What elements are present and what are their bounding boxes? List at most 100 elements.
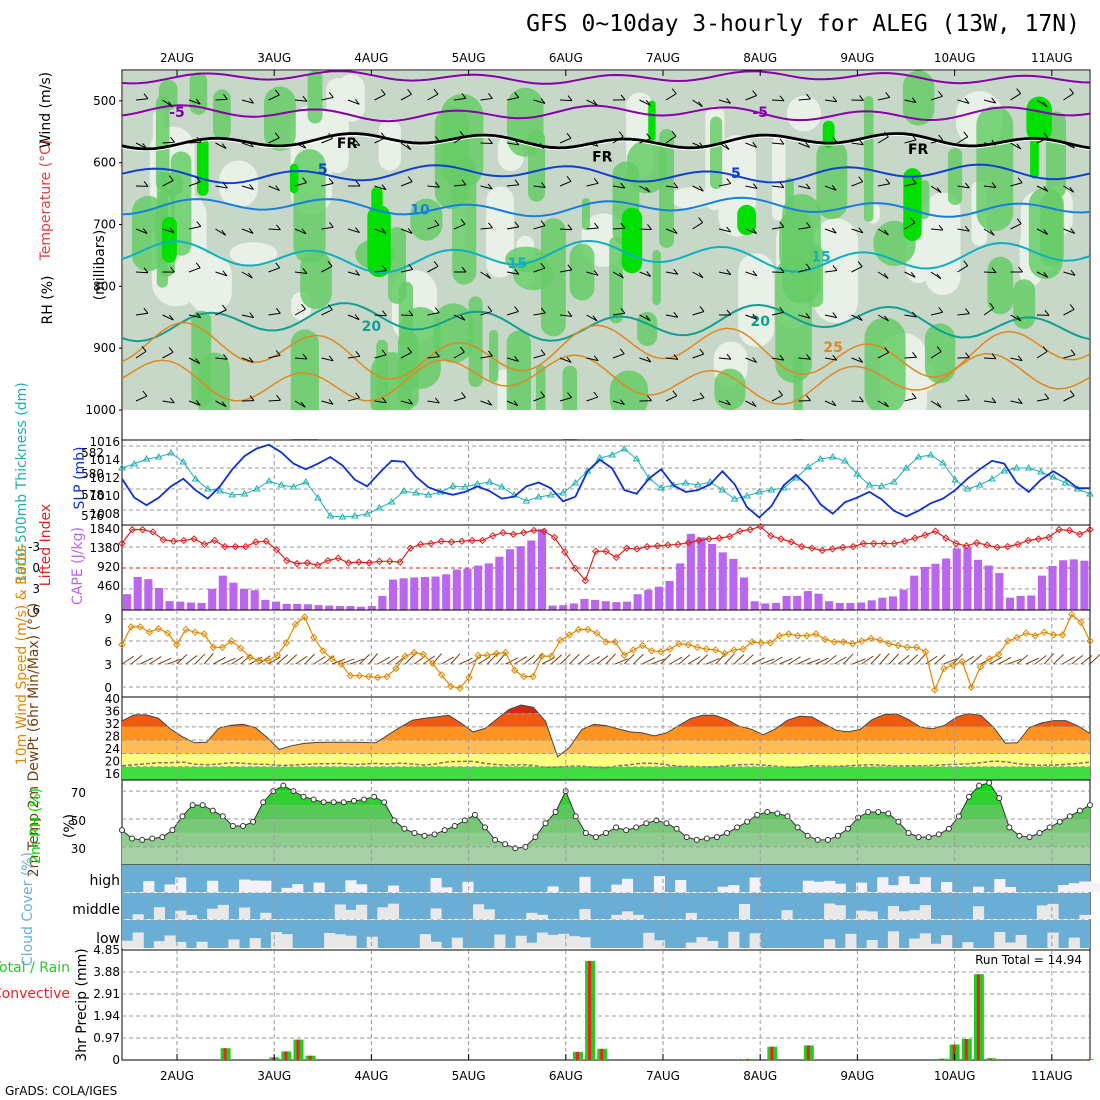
wind-barb xyxy=(824,185,837,191)
wind-barb xyxy=(374,270,387,273)
wind-barb-feather xyxy=(301,142,307,149)
wind-barb-feather xyxy=(698,217,704,223)
date-label-bottom: 11AUG xyxy=(1031,1069,1073,1083)
cloud-clear-bar xyxy=(898,876,910,892)
wind10m-barb xyxy=(696,654,709,665)
pressure-tick-label: 700 xyxy=(93,218,116,232)
wind-barb-feather xyxy=(142,228,148,234)
wind10m-marker xyxy=(173,640,181,649)
wind-barb xyxy=(904,222,916,230)
wind-barb xyxy=(612,185,625,189)
rh-moist-area xyxy=(919,180,930,220)
date-label-bottom: 6AUG xyxy=(549,1069,583,1083)
cloud-clear-bar xyxy=(707,940,719,948)
contour-label: -5 xyxy=(169,105,185,121)
wind10m-marker xyxy=(602,638,610,646)
wind-barb-feather xyxy=(859,95,864,101)
wind-barb-feather xyxy=(223,353,228,360)
wind-barb xyxy=(771,394,783,402)
rh-dry-area xyxy=(497,369,510,422)
rh-moist-area xyxy=(581,197,591,230)
rh2m-marker xyxy=(219,813,226,820)
rh-moist-area xyxy=(160,172,183,197)
rh-moist-area xyxy=(300,250,332,310)
rh2m-marker xyxy=(623,827,630,834)
wind10m-barb xyxy=(203,653,214,665)
wind10m-panel-frame xyxy=(121,609,1091,698)
rh2m-marker xyxy=(895,818,902,825)
cloud-clear-bar xyxy=(824,903,836,919)
wind-barb xyxy=(374,314,387,317)
wind-barb xyxy=(639,99,651,106)
rh2m-marker xyxy=(441,827,448,834)
wind-barb-feather xyxy=(275,350,281,356)
contour-label: 20 xyxy=(362,319,382,335)
wind-barb xyxy=(453,97,466,101)
wind10m-marker xyxy=(638,641,647,650)
wind10m-barb xyxy=(286,654,298,665)
cloud-clear-bar xyxy=(909,910,921,919)
wind-barb xyxy=(824,269,837,273)
wind-barb xyxy=(162,180,174,187)
wind-barb xyxy=(427,400,440,404)
lifted-index-marker xyxy=(293,559,301,568)
lifted-index-marker xyxy=(870,539,878,548)
cape-bar xyxy=(718,552,727,610)
cape-bar xyxy=(165,601,174,610)
wind-barb-feather xyxy=(514,268,520,275)
thickness-marker xyxy=(203,485,212,492)
rh2m-marker xyxy=(542,820,549,827)
cloud-clear-bar xyxy=(345,935,357,948)
wind-barb xyxy=(294,182,307,187)
wind-barb-feather xyxy=(1069,390,1075,396)
lifted-index-marker xyxy=(921,531,929,539)
wind-barb xyxy=(930,139,943,144)
thickness-marker xyxy=(314,494,322,501)
wind-barb xyxy=(294,308,306,316)
wind-barb xyxy=(135,228,148,234)
cape-bar xyxy=(973,559,983,610)
wind-barb xyxy=(453,351,465,359)
wind-barb xyxy=(506,271,519,275)
wind10m-barb xyxy=(587,656,600,665)
lifted-index-marker xyxy=(478,536,487,545)
wind10m-marker xyxy=(346,671,355,680)
wind-barb xyxy=(639,138,651,144)
lifted-index-marker xyxy=(231,542,239,551)
wind10m-barb xyxy=(523,654,536,665)
lifted-index-marker xyxy=(736,527,744,535)
wind-barb-feather xyxy=(885,178,891,185)
wind-barb-feather xyxy=(593,140,599,147)
cloud-clear-bar xyxy=(696,937,708,948)
rh-moist-area xyxy=(785,177,794,224)
rh2m-marker xyxy=(421,832,428,839)
cloud-clear-bar xyxy=(738,903,751,919)
wind-barb-feather xyxy=(328,398,334,405)
rh2m-marker xyxy=(683,834,690,841)
wind-barb-feather xyxy=(407,176,413,182)
wind-barb-feather xyxy=(168,175,174,181)
wind10m-barb xyxy=(276,654,289,665)
wind10m-barb xyxy=(304,653,315,665)
wind-barb xyxy=(718,142,730,150)
wind10m-marker xyxy=(702,645,711,653)
wind-barb-feather xyxy=(726,178,732,184)
lifted-index-marker xyxy=(324,556,332,565)
cape-bar xyxy=(761,603,770,610)
cloud-clear-bar xyxy=(919,933,931,948)
wind-barb xyxy=(851,142,864,146)
wind-barb xyxy=(586,271,599,276)
cape-bar xyxy=(250,590,259,610)
cape-bar xyxy=(261,599,270,610)
wind-barb xyxy=(135,395,148,402)
wind10m-barb xyxy=(377,656,391,665)
wind-barb-feather xyxy=(249,97,254,104)
thickness-marker xyxy=(1086,490,1094,497)
wind-barb-feather xyxy=(276,394,281,401)
wind-barb xyxy=(374,354,387,359)
wind-barb-feather xyxy=(620,222,626,229)
wind10m-marker xyxy=(1022,629,1030,637)
wind-barb-feather xyxy=(222,270,228,277)
cloud-clear-bar xyxy=(675,880,687,892)
cape-bar xyxy=(856,602,866,610)
